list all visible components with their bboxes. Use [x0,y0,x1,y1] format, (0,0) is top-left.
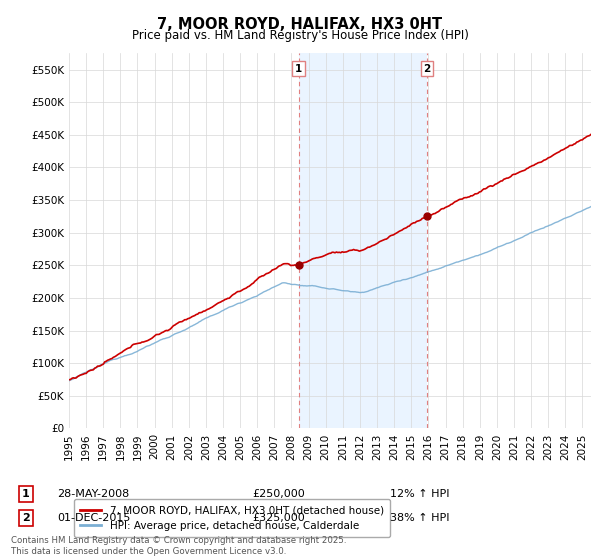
Legend: 7, MOOR ROYD, HALIFAX, HX3 0HT (detached house), HPI: Average price, detached ho: 7, MOOR ROYD, HALIFAX, HX3 0HT (detached… [74,500,390,537]
Bar [299,53,427,428]
Text: Contains HM Land Registry data © Crown copyright and database right 2025.
This d: Contains HM Land Registry data © Crown c… [11,536,346,556]
Text: 38% ↑ HPI: 38% ↑ HPI [390,513,449,523]
Text: 01-DEC-2015: 01-DEC-2015 [57,513,130,523]
Text: 28-MAY-2008: 28-MAY-2008 [57,489,129,499]
Text: £325,000: £325,000 [252,513,305,523]
Text: £250,000: £250,000 [252,489,305,499]
Text: 2: 2 [424,64,431,74]
Text: 1: 1 [22,489,29,499]
Text: 1: 1 [295,64,302,74]
Text: 7, MOOR ROYD, HALIFAX, HX3 0HT: 7, MOOR ROYD, HALIFAX, HX3 0HT [157,17,443,32]
Text: 2: 2 [22,513,29,523]
Text: 12% ↑ HPI: 12% ↑ HPI [390,489,449,499]
Text: Price paid vs. HM Land Registry's House Price Index (HPI): Price paid vs. HM Land Registry's House … [131,29,469,42]
